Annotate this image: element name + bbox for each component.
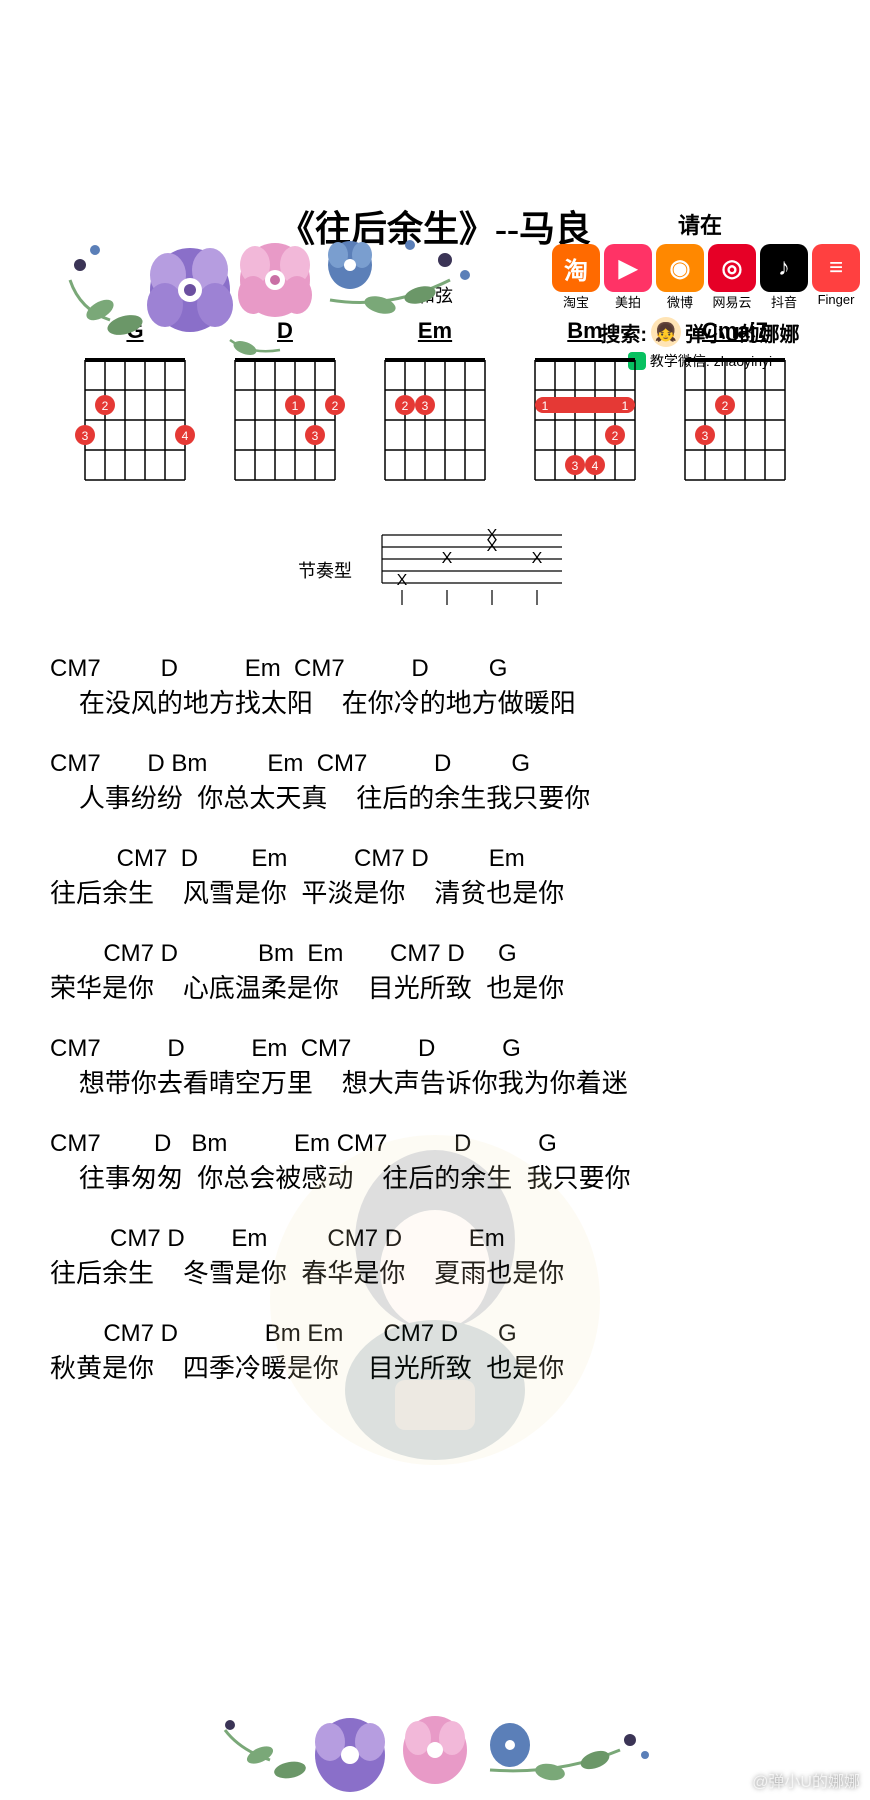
svg-text:2: 2 — [722, 399, 729, 413]
chord-line: CM7 D Em CM7 D Em — [50, 1225, 820, 1253]
lyric-text: 秋黄是你 四季冷暖是你 目光所致 也是你 — [50, 1348, 820, 1385]
chord-diagram-bm: 1 1 2 3 4 — [525, 350, 645, 490]
lyric-block: CM7 D Bm Em CM7 D G 荣华是你 心底温柔是你 目光所致 也是你 — [50, 940, 820, 1005]
svg-text:4: 4 — [592, 459, 599, 473]
lyric-block: CM7 D Em CM7 D Em 往后余生 风雪是你 平淡是你 清贫也是你 — [50, 845, 820, 910]
svg-text:X: X — [532, 550, 543, 567]
chord-diagram-cmaj7: 2 3 — [675, 350, 795, 490]
watermark-label: @弹小U的娜娜 — [752, 1768, 860, 1792]
svg-text:2: 2 — [402, 399, 409, 413]
search-line: 搜索: 👧 弹小U的娜娜 — [540, 317, 860, 347]
app-icon-douyin: ♪ — [760, 244, 808, 292]
svg-text:3: 3 — [82, 429, 89, 443]
lyric-text: 往后余生 风雪是你 平淡是你 清贫也是你 — [50, 873, 820, 910]
svg-text:3: 3 — [572, 459, 579, 473]
svg-text:3: 3 — [702, 429, 709, 443]
app-label: 淘宝 — [552, 292, 600, 311]
lyric-block: CM7 D Em CM7 D G 在没风的地方找太阳 在你冷的地方做暖阳 — [50, 655, 820, 720]
app-label: 美拍 — [604, 292, 652, 311]
svg-text:X: X — [397, 572, 408, 589]
lyric-block: CM7 D Bm Em CM7 D G 秋黄是你 四季冷暖是你 目光所致 也是你 — [50, 1320, 820, 1385]
svg-text:1: 1 — [622, 399, 629, 413]
weibo-mini-icon — [722, 1768, 746, 1792]
lyric-text: 荣华是你 心底温柔是你 目光所致 也是你 — [50, 968, 820, 1005]
app-icons-row: 淘 ▶ ◉ ◎ ♪ ≡ — [540, 244, 860, 292]
app-icon-meipai: ▶ — [604, 244, 652, 292]
svg-text:3: 3 — [422, 399, 429, 413]
app-label: Finger — [812, 292, 860, 311]
rhythm-label: 节奏型 — [298, 557, 352, 583]
app-icon-taobao: 淘 — [552, 244, 600, 292]
lyric-block: CM7 D Bm Em CM7 D G 人事纷纷 你总太天真 往后的余生我只要你 — [50, 750, 820, 815]
chord-line: CM7 D Bm Em CM7 D G — [50, 940, 820, 968]
svg-text:3: 3 — [312, 429, 319, 443]
search-prefix: 搜索: — [600, 318, 647, 347]
chord-line: CM7 D Bm Em CM7 D G — [50, 1130, 820, 1158]
svg-text:1: 1 — [542, 399, 549, 413]
lyric-block: CM7 D Bm Em CM7 D G 往事匆匆 你总会被感动 往后的余生 我只… — [50, 1130, 820, 1195]
chord-line: CM7 D Bm Em CM7 D G — [50, 1320, 820, 1348]
search-name: 弹小U的娜娜 — [685, 318, 799, 347]
lyric-block: CM7 D Em CM7 D Em 往后余生 冬雪是你 春华是你 夏雨也是你 — [50, 1225, 820, 1290]
chord-diagram-d: 1 2 3 — [225, 350, 345, 490]
lyric-text: 往后余生 冬雪是你 春华是你 夏雨也是你 — [50, 1253, 820, 1290]
promo-header: 请在 淘 ▶ ◉ ◎ ♪ ≡ 淘宝 美拍 微博 网易云 抖音 Finger 搜索… — [540, 208, 860, 371]
chord-line: CM7 D Bm Em CM7 D G — [50, 750, 820, 778]
app-labels-row: 淘宝 美拍 微博 网易云 抖音 Finger — [540, 292, 860, 311]
rhythm-diagram: X X X X X — [372, 525, 572, 615]
app-icon-netease: ◎ — [708, 244, 756, 292]
lyric-block: CM7 D Em CM7 D G 想带你去看晴空万里 想大声告诉你我为你着迷 — [50, 1035, 820, 1100]
svg-text:4: 4 — [182, 429, 189, 443]
svg-text:X: X — [487, 538, 498, 555]
svg-text:2: 2 — [332, 399, 339, 413]
watermark-text: @弹小U的娜娜 — [722, 1768, 860, 1792]
app-icon-weibo: ◉ — [656, 244, 704, 292]
lyric-text: 在没风的地方找太阳 在你冷的地方做暖阳 — [50, 683, 820, 720]
app-icon-finger: ≡ — [812, 244, 860, 292]
avatar-icon: 👧 — [651, 317, 681, 347]
svg-text:1: 1 — [292, 399, 299, 413]
lyric-text: 人事纷纷 你总太天真 往后的余生我只要你 — [50, 778, 820, 815]
lyrics-section: CM7 D Em CM7 D G 在没风的地方找太阳 在你冷的地方做暖阳 CM7… — [50, 655, 820, 1385]
flower-decoration-bottom — [200, 1700, 670, 1800]
app-label: 抖音 — [760, 292, 808, 311]
svg-text:2: 2 — [102, 399, 109, 413]
lyric-text: 往事匆匆 你总会被感动 往后的余生 我只要你 — [50, 1158, 820, 1195]
promo-title: 请在 — [540, 208, 860, 240]
svg-text:2: 2 — [612, 429, 619, 443]
chord-line: CM7 D Em CM7 D G — [50, 1035, 820, 1063]
app-label: 微博 — [656, 292, 704, 311]
chord-diagram-em: 2 3 — [375, 350, 495, 490]
chord-line: CM7 D Em CM7 D Em — [50, 845, 820, 873]
app-label: 网易云 — [708, 292, 756, 311]
svg-text:X: X — [442, 550, 453, 567]
chord-line: CM7 D Em CM7 D G — [50, 655, 820, 683]
chord-diagram-g: 2 3 4 — [75, 350, 195, 490]
rhythm-section: 节奏型 X X X X X — [0, 525, 870, 615]
lyric-text: 想带你去看晴空万里 想大声告诉你我为你着迷 — [50, 1063, 820, 1100]
